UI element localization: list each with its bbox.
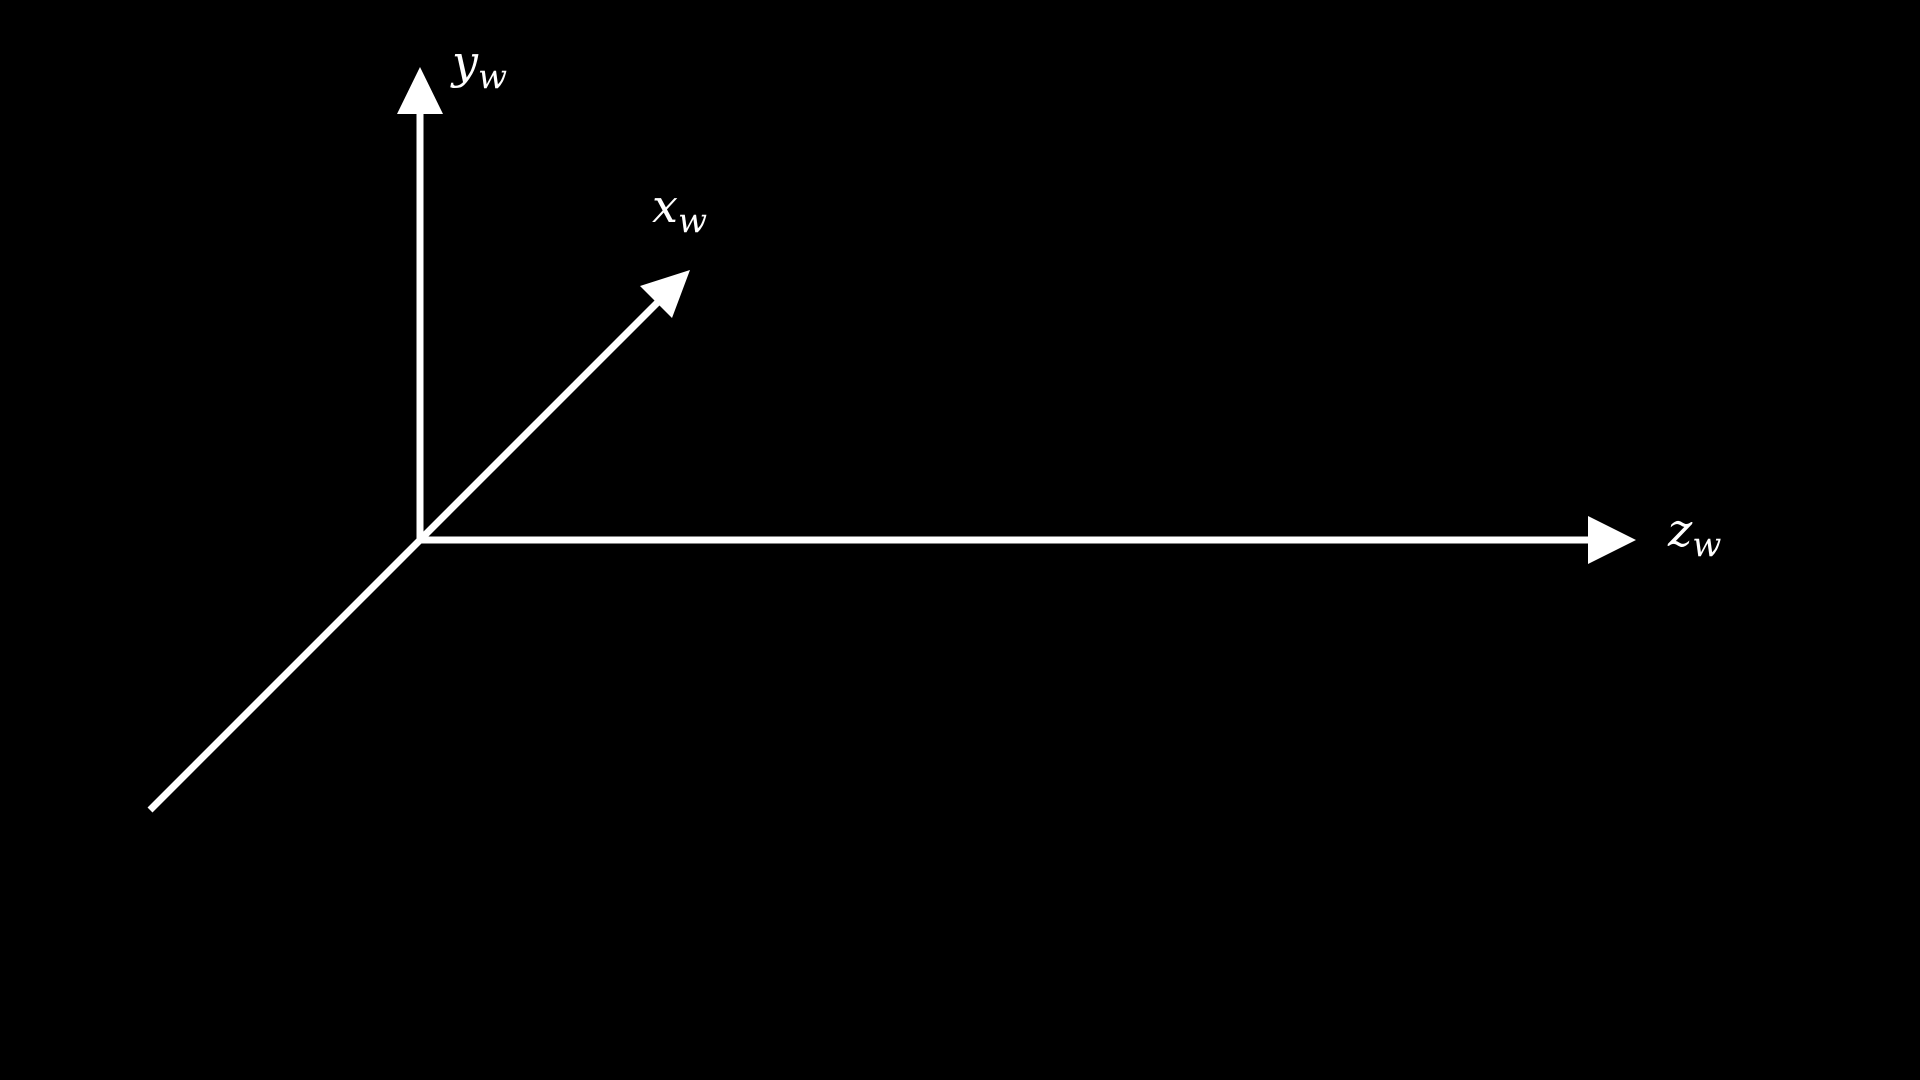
x-axis bbox=[417, 270, 690, 543]
z-axis-label-subscript: w bbox=[1692, 525, 1721, 565]
z-axis bbox=[420, 516, 1636, 564]
y-axis-label: yw bbox=[450, 35, 507, 97]
y-axis-arrowhead bbox=[397, 67, 443, 114]
y-axis-label-subscript: w bbox=[478, 57, 507, 97]
x-axis-line bbox=[417, 297, 663, 543]
x-axis-arrowhead bbox=[640, 270, 690, 318]
x-axis-label-letter: x bbox=[652, 179, 678, 233]
y-axis bbox=[397, 67, 443, 540]
x-axis-back-extension bbox=[147, 537, 423, 813]
y-axis-label-letter: y bbox=[450, 35, 479, 89]
x-axis-label: xw bbox=[652, 179, 707, 241]
z-axis-label: zw bbox=[1667, 503, 1721, 565]
z-axis-label-letter: z bbox=[1667, 503, 1693, 557]
z-axis-arrowhead bbox=[1588, 516, 1636, 564]
x-axis-label-subscript: w bbox=[678, 201, 707, 241]
